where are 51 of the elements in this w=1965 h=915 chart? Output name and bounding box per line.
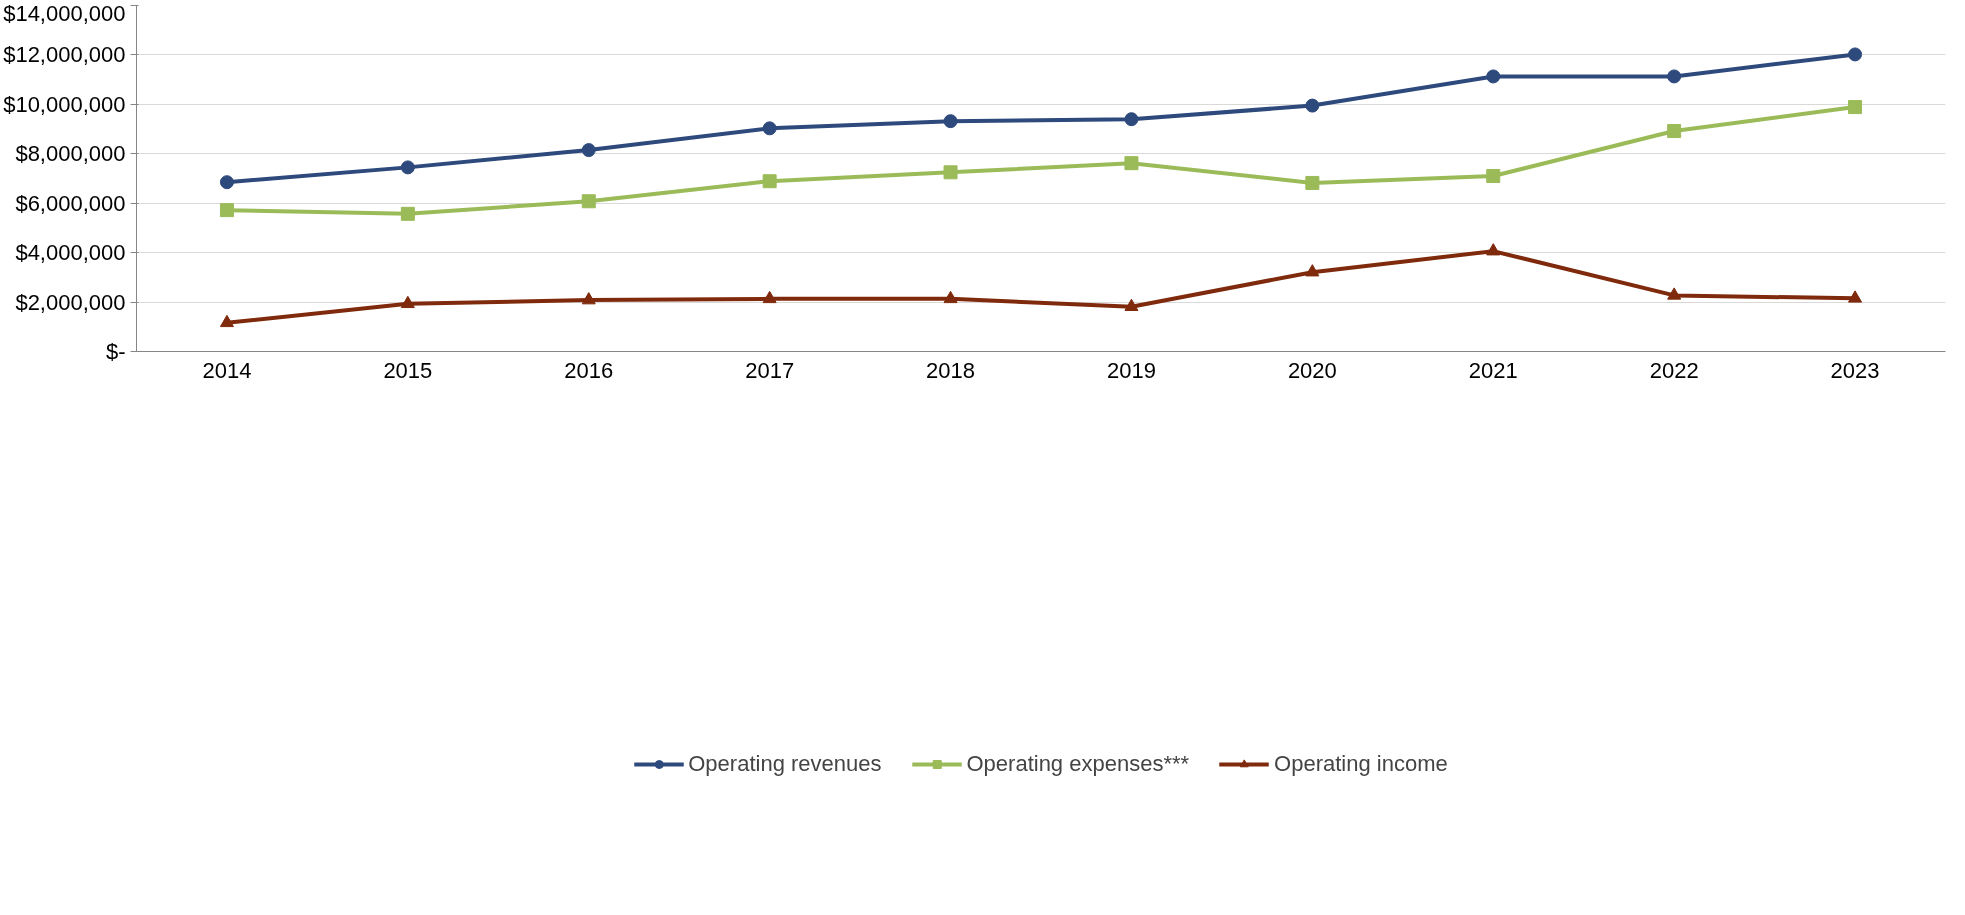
point — [1305, 175, 1320, 190]
point — [1667, 69, 1682, 84]
point — [1124, 156, 1139, 171]
point — [1124, 112, 1139, 127]
point — [219, 203, 234, 218]
point — [1486, 243, 1501, 256]
y-tick-label: $- — [105, 339, 126, 364]
point — [943, 114, 958, 129]
legend-label: Operating expenses*** — [966, 750, 1190, 777]
point — [1305, 98, 1320, 113]
legend-label: Operating revenues — [688, 750, 882, 777]
point — [1848, 47, 1863, 62]
x-tick-label: 2022 — [1649, 357, 1699, 383]
y-tick-label: $8,000,000 — [15, 141, 126, 167]
x-tick-label: 2015 — [383, 357, 433, 383]
point — [1848, 100, 1863, 115]
x-tick-label: 2021 — [1468, 357, 1518, 383]
x-tick-label: 2017 — [745, 357, 795, 383]
x-tick-label: 2019 — [1106, 357, 1156, 383]
point — [219, 175, 234, 190]
point — [581, 292, 596, 305]
point — [1667, 287, 1682, 300]
point — [1848, 290, 1863, 303]
point — [400, 295, 415, 309]
y-tick-label: $12,000,000 — [3, 42, 126, 68]
point — [1486, 69, 1501, 84]
legend-label: Operating income — [1274, 750, 1448, 777]
y-tick-label: $2,000,000 — [15, 289, 126, 315]
point — [762, 121, 777, 136]
point — [400, 206, 415, 221]
y-tick-label: $10,000,000 — [3, 91, 126, 117]
x-tick-label: 2018 — [926, 357, 976, 383]
x-tick-label: 2014 — [202, 357, 252, 383]
point — [1667, 124, 1682, 139]
x-tick-label: 2023 — [1830, 357, 1880, 383]
x-tick-label: 2016 — [564, 357, 614, 383]
point — [943, 165, 958, 180]
point — [581, 194, 596, 209]
point — [400, 160, 415, 175]
point — [219, 314, 234, 328]
y-tick-label: $6,000,000 — [15, 190, 126, 216]
point — [1305, 264, 1320, 277]
point — [943, 290, 958, 304]
point — [581, 143, 596, 158]
point — [1124, 298, 1139, 312]
point — [762, 174, 777, 189]
point — [762, 290, 777, 304]
y-tick-label: $14,000,000 — [3, 0, 126, 26]
x-tick-label: 2020 — [1287, 357, 1337, 383]
point — [1486, 169, 1501, 184]
y-tick-label: $4,000,000 — [15, 240, 126, 266]
